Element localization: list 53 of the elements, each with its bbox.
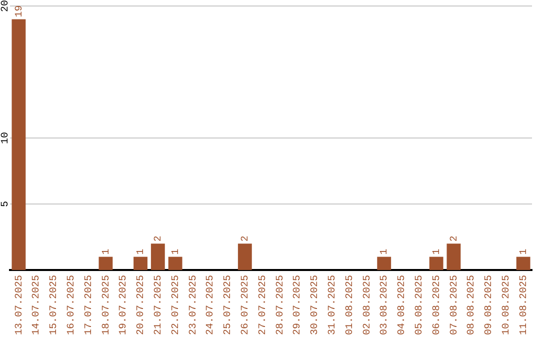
x-tick-label: 23.07.2025 [188, 275, 200, 336]
x-tick-label: 27.07.2025 [258, 275, 269, 336]
bar [429, 256, 444, 270]
x-tick-label: 21.07.2025 [154, 275, 165, 336]
bar [238, 244, 252, 270]
bar [134, 256, 148, 270]
x-tick-label: 08.08.2025 [466, 275, 478, 336]
x-tick-label: 09.08.2025 [484, 275, 496, 336]
x-tick-label: 28.07.2025 [275, 275, 286, 336]
x-tick-label: 30.07.2025 [310, 275, 322, 336]
x-tick-label: 26.07.2025 [240, 275, 252, 336]
x-tick-label: 24.07.2025 [206, 275, 217, 336]
bar [168, 256, 182, 270]
data-label: 2 [240, 236, 252, 242]
bar [12, 19, 26, 270]
bar [377, 256, 392, 270]
x-tick-label: 20.07.2025 [136, 275, 148, 336]
data-label: 19 [14, 5, 26, 18]
x-tick-label: 15.07.2025 [49, 275, 60, 336]
x-tick-label: 19.07.2025 [118, 275, 130, 336]
bar [516, 256, 530, 270]
bar [150, 244, 165, 270]
bar [98, 256, 113, 270]
y-tick-label: 5 [0, 200, 12, 208]
data-label: 2 [449, 236, 460, 242]
x-tick-label: 16.07.2025 [66, 275, 78, 336]
x-tick-label: 14.07.2025 [32, 275, 43, 336]
x-tick-label: 07.08.2025 [449, 275, 460, 336]
x-tick-label: 17.07.2025 [84, 275, 95, 336]
y-tick-label: 20 [0, 0, 12, 12]
data-label: 1 [136, 248, 148, 255]
data-label: 1 [518, 248, 530, 255]
x-tick-label: 04.08.2025 [397, 275, 408, 336]
x-tick-label: 02.08.2025 [362, 275, 374, 336]
data-label: 1 [432, 248, 443, 255]
data-label: 1 [170, 248, 182, 255]
x-tick-label: 31.07.2025 [328, 275, 339, 336]
x-tick-label: 06.08.2025 [432, 275, 443, 336]
x-tick-label: 05.08.2025 [414, 275, 426, 336]
bar [446, 244, 461, 270]
x-tick-label: 10.08.2025 [502, 275, 513, 336]
x-tick-label: 11.08.2025 [518, 275, 530, 336]
x-tick-label: 25.07.2025 [223, 275, 234, 336]
data-label: 1 [380, 248, 391, 255]
x-tick-label: 03.08.2025 [380, 275, 391, 336]
x-tick-label: 13.07.2025 [14, 275, 26, 336]
x-tick-label: 18.07.2025 [101, 275, 112, 336]
y-tick-label: 10 [0, 132, 12, 144]
data-label: 1 [101, 248, 112, 255]
x-tick-label: 29.07.2025 [292, 275, 304, 336]
x-tick-label: 01.08.2025 [344, 275, 356, 336]
data-label: 2 [154, 236, 165, 242]
x-tick-label: 22.07.2025 [170, 275, 182, 336]
